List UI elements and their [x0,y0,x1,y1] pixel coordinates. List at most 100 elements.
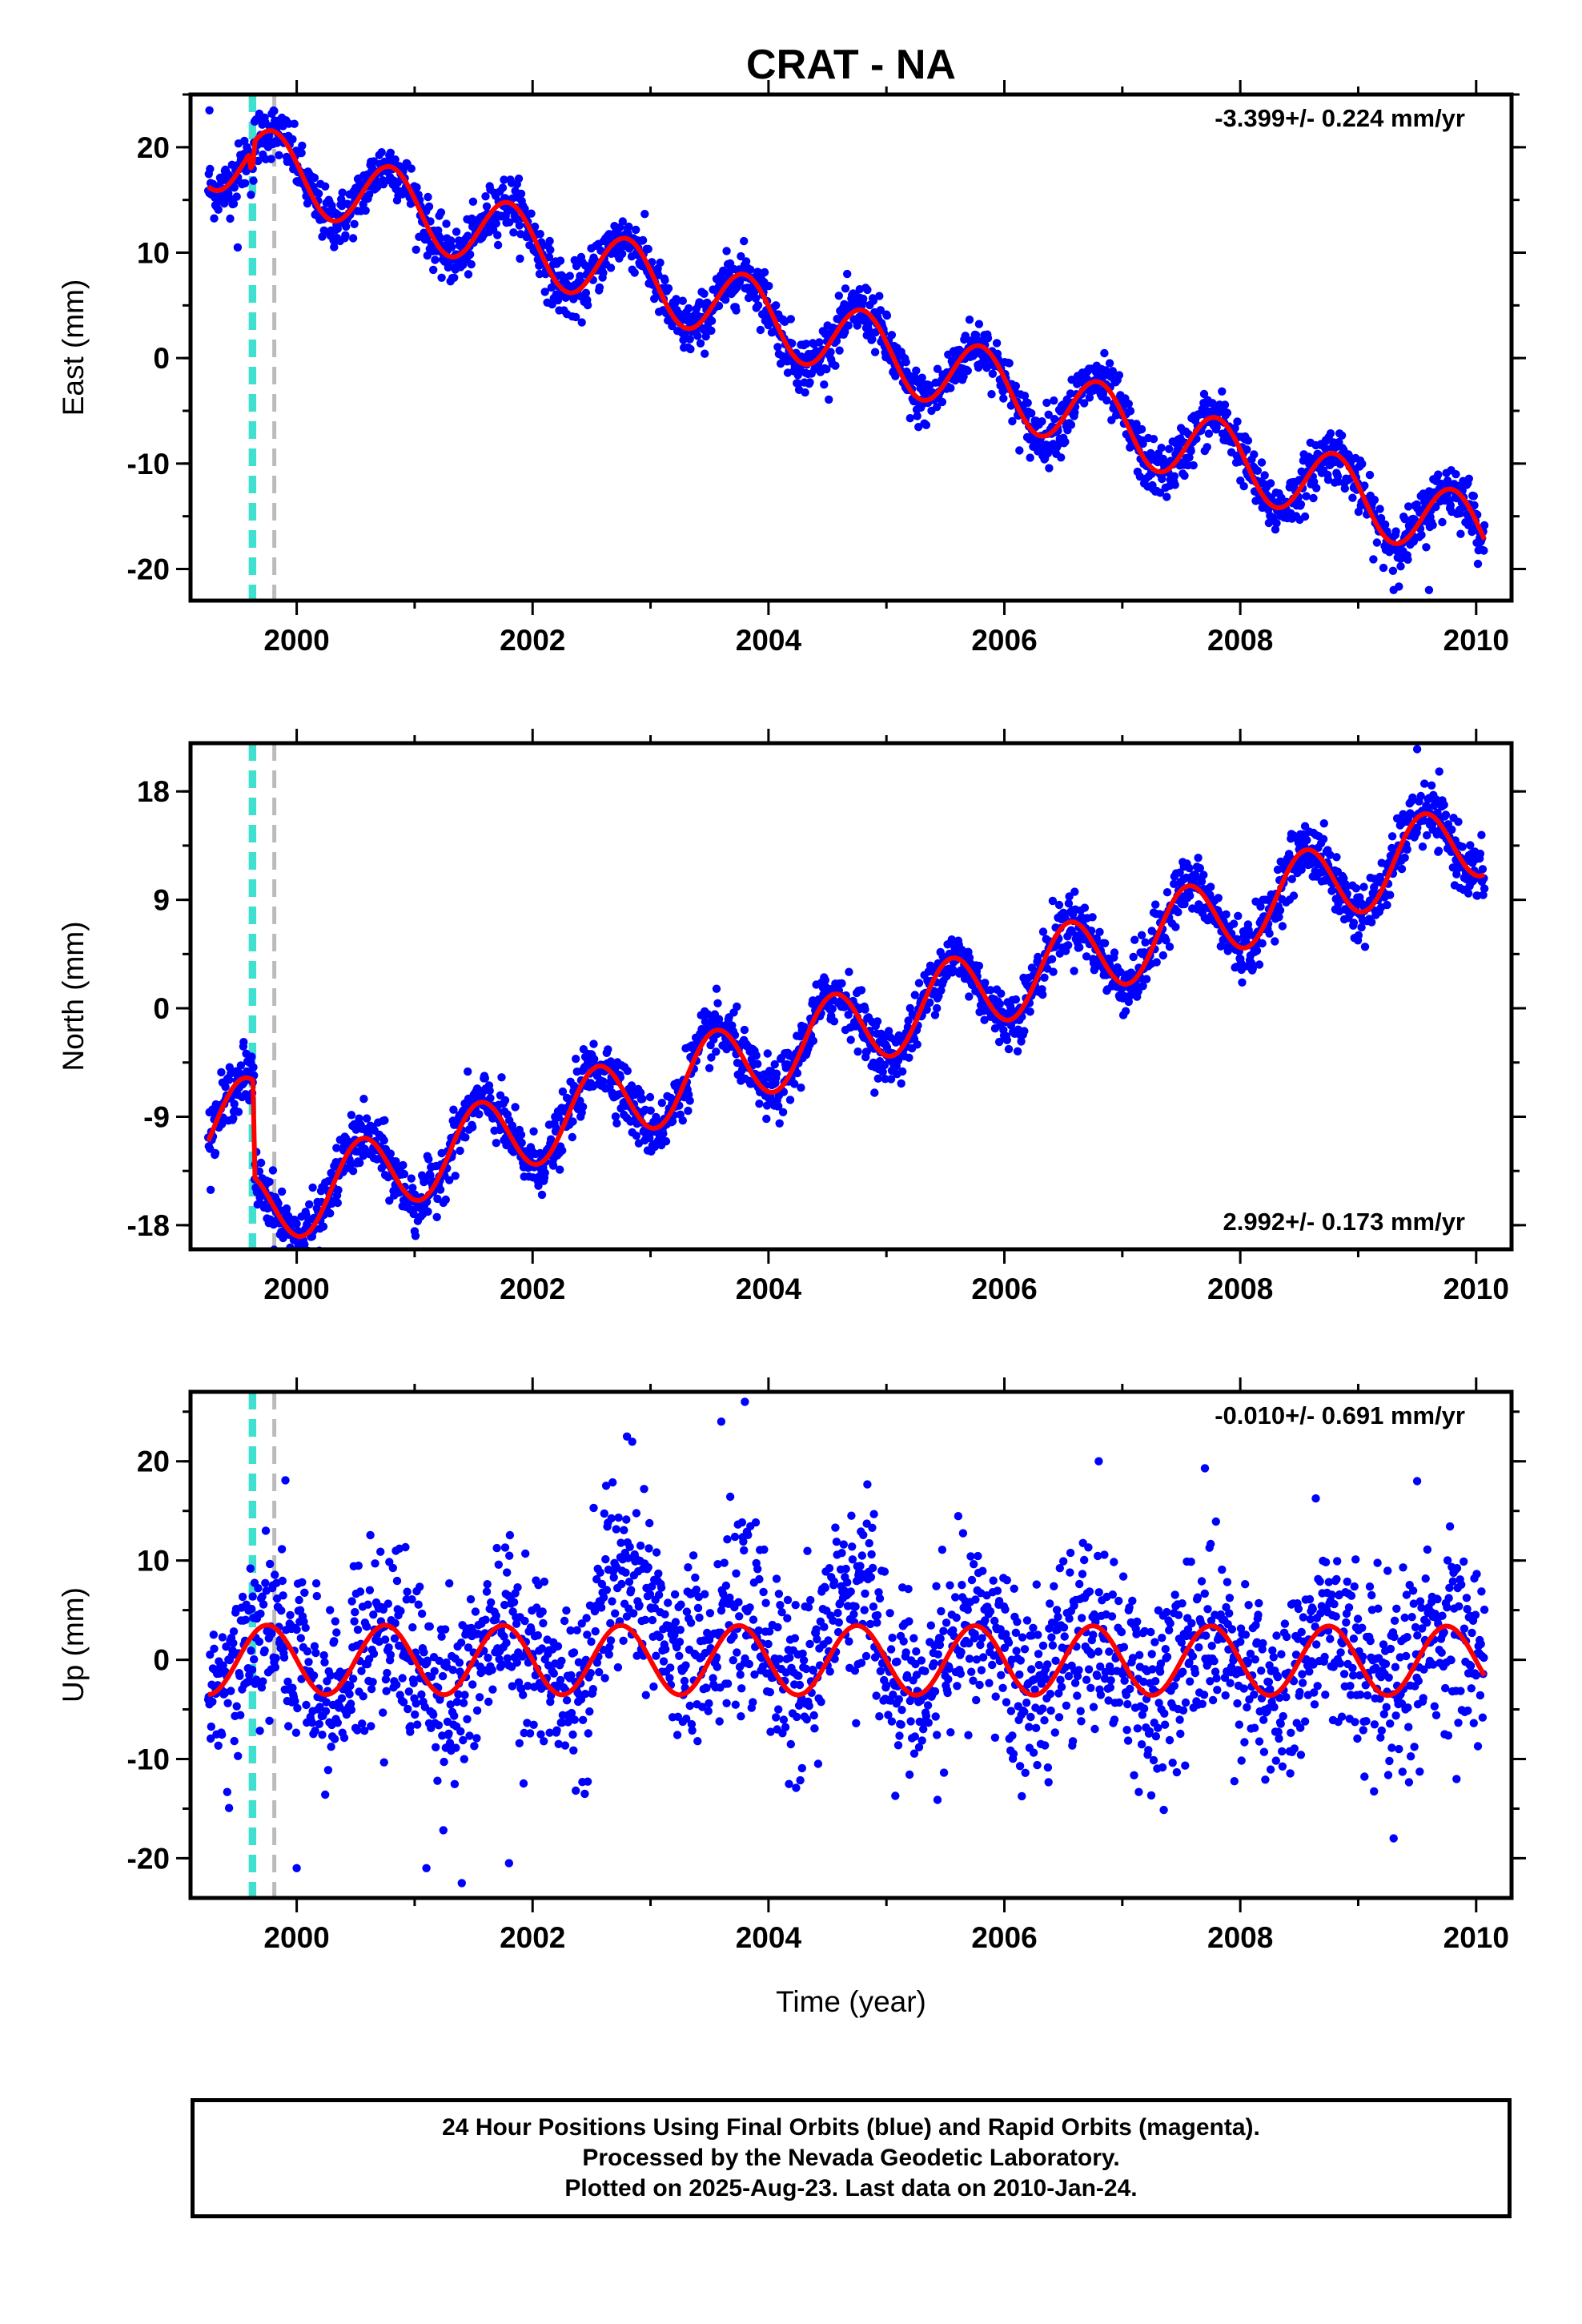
data-point [1129,952,1138,962]
data-point [516,189,526,199]
data-point [433,1776,442,1785]
data-point [661,275,669,285]
velocity-rate-label: -3.399+/- 0.224 mm/yr [1215,104,1465,132]
data-point [267,1629,276,1638]
data-point [1359,883,1368,891]
data-point [786,315,795,324]
data-point [450,1711,459,1720]
data-point [497,1073,506,1082]
data-point [481,192,490,201]
data-point [712,1047,721,1056]
data-point [236,1061,246,1070]
data-point [974,320,984,328]
data-point [445,1579,454,1588]
data-point [362,1622,371,1631]
data-point [1480,546,1488,555]
data-point [360,1727,369,1735]
data-point [234,1108,243,1116]
data-point [1151,900,1160,909]
data-point [409,1209,418,1219]
data-point [218,1730,227,1739]
data-point [396,1606,405,1615]
data-point [380,1635,390,1644]
data-point [831,361,840,370]
data-point [330,1637,339,1646]
data-point [376,1547,385,1556]
data-point [1424,585,1434,594]
data-point [503,1654,512,1663]
data-point [214,205,223,214]
data-point [1275,913,1283,922]
data-point [1388,566,1398,575]
data-point [210,214,219,223]
data-point [1287,875,1297,883]
x-tick-label: 2008 [1207,1273,1273,1305]
data-point [298,141,307,151]
data-point [519,1779,528,1788]
data-point [668,1117,677,1126]
data-point [1369,555,1378,564]
data-point [1319,818,1329,828]
data-point [721,296,730,304]
data-point [508,1121,517,1130]
y-tick-label: -18 [127,1209,170,1242]
data-point [630,268,639,277]
data-point [1404,502,1413,511]
data-point [972,331,981,340]
data-point [741,257,751,266]
data-point [1375,505,1384,513]
data-point [423,1656,432,1665]
data-point [484,1697,493,1707]
data-point [223,1787,231,1796]
data-point [1142,975,1151,983]
data-point [447,236,456,245]
data-point [345,1690,354,1699]
data-point [554,1113,563,1122]
data-point [334,1185,343,1195]
data-point [733,1002,741,1011]
data-point [417,1609,427,1618]
data-point [321,182,330,191]
data-point [1137,424,1146,434]
data-point [359,1095,368,1104]
data-point [209,1630,218,1639]
data-point [987,390,996,399]
data-point [1206,891,1215,899]
data-point [1199,870,1208,879]
data-point [1130,935,1139,944]
data-point [429,265,438,275]
data-point [870,348,880,356]
data-point [1271,525,1280,534]
data-point [1396,562,1405,571]
data-point [707,316,717,325]
data-point [1023,398,1032,408]
data-point [1258,939,1267,948]
data-point [1186,891,1195,900]
data-point [347,1111,356,1120]
data-point [581,288,591,297]
data-point [332,1628,341,1637]
data-points [203,1397,1489,1888]
data-point [1203,443,1211,452]
data-point [379,1708,387,1717]
data-point [351,1607,359,1617]
data-point [1439,800,1448,810]
data-point [1102,396,1111,405]
data-point [424,1207,432,1216]
data-point [310,173,319,183]
data-point [288,135,297,144]
data-point [445,1176,454,1184]
data-point [327,1743,335,1751]
data-point [1070,967,1078,975]
data-point [1174,907,1182,917]
data-point [424,192,432,202]
data-point [1354,931,1363,940]
data-point [1044,410,1053,419]
data-point [1477,830,1486,839]
data-point [707,1053,716,1062]
data-point [965,992,974,1001]
data-point [377,148,386,157]
data-point [540,287,549,296]
